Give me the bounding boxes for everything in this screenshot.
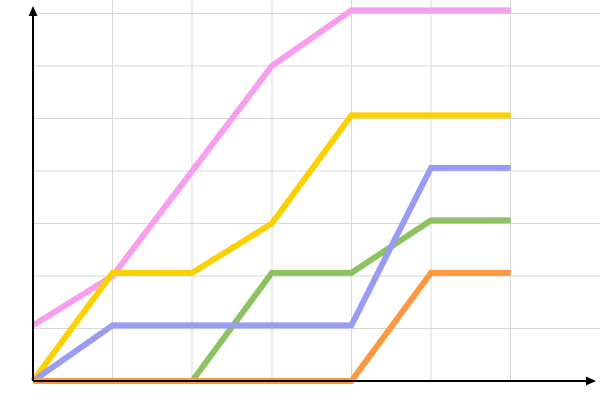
axes-group xyxy=(28,6,596,386)
series-line-yellow-series xyxy=(30,112,511,383)
series-line-pink-series xyxy=(31,7,511,328)
horizontal-gridlines xyxy=(33,13,600,329)
x-axis-arrow-icon xyxy=(586,376,596,386)
y-axis-arrow-icon xyxy=(28,6,38,16)
series-line-purple-series xyxy=(31,164,511,384)
